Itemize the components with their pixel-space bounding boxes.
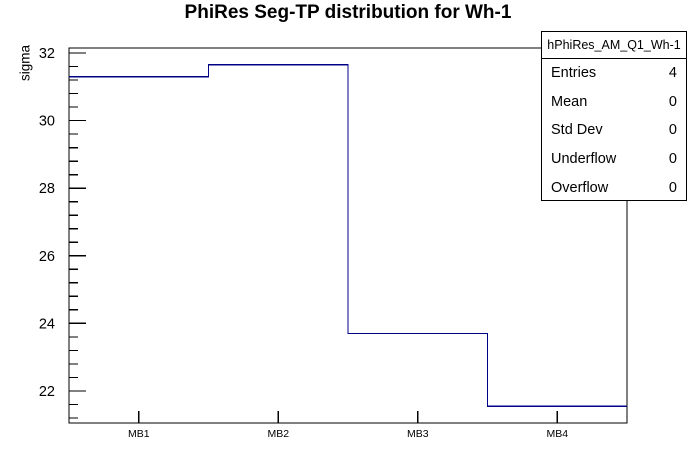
y-tick-label: 32 [39, 46, 55, 62]
stats-row-mean: Mean 0 [542, 88, 686, 117]
x-tick-label: MB1 [128, 428, 150, 440]
x-tick-label: MB4 [546, 428, 568, 440]
stats-value: 0 [668, 179, 677, 196]
stats-label: Underflow [551, 151, 617, 168]
stats-label: Std Dev [551, 122, 603, 139]
y-tick-label: 24 [39, 316, 55, 332]
plot-frame [68, 47, 628, 424]
stats-value: 4 [668, 65, 677, 82]
stats-box: hPhiRes_AM_Q1_Wh-1 Entries 4 Mean 0 Std … [541, 31, 687, 201]
stats-row-overflow: Overflow 0 [542, 173, 686, 202]
stats-row-stddev: Std Dev 0 [542, 116, 686, 145]
stats-value: 0 [668, 151, 677, 168]
x-tick-label: MB2 [267, 428, 289, 440]
y-tick-label: 26 [39, 249, 55, 265]
y-tick-label: 22 [39, 384, 55, 400]
stats-value: 0 [668, 93, 677, 110]
stats-row-underflow: Underflow 0 [542, 145, 686, 174]
histogram-step-line [69, 64, 627, 407]
y-tick-label: 30 [39, 114, 55, 130]
stats-box-title: hPhiRes_AM_Q1_Wh-1 [542, 32, 686, 59]
stats-label: Mean [551, 93, 588, 110]
stats-label: Overflow [551, 179, 609, 196]
chart-title: PhiRes Seg-TP distribution for Wh-1 [184, 2, 512, 23]
x-tick-label: MB3 [407, 428, 429, 440]
y-tick-label: 28 [39, 181, 55, 197]
stats-row-entries: Entries 4 [542, 59, 686, 88]
stats-label: Entries [551, 65, 597, 82]
stats-value: 0 [668, 122, 677, 139]
